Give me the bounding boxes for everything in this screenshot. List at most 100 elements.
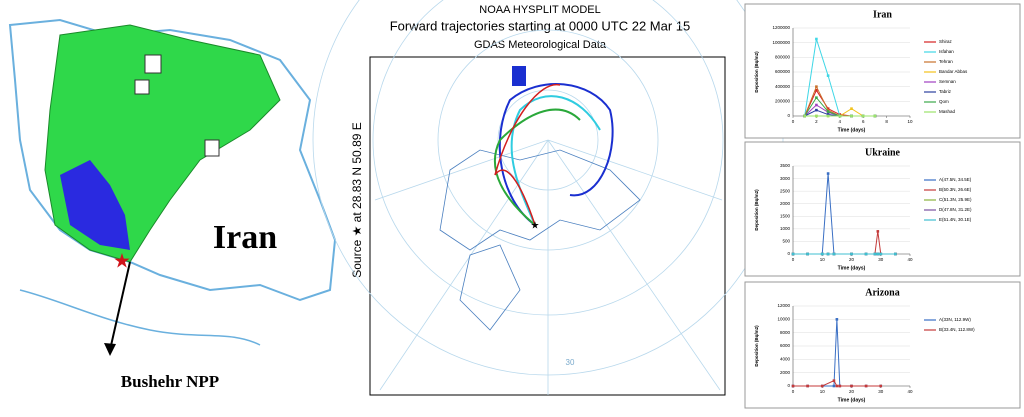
y-tick-label: 0 (787, 383, 790, 388)
data-point (815, 108, 818, 112)
data-point (873, 114, 877, 118)
data-point (879, 384, 883, 388)
source-label: Source ★ at 28.83 N 50.89 E (350, 122, 364, 278)
graticule (312, 0, 784, 395)
x-tick-label: 0 (792, 119, 795, 124)
high-deposition-area (60, 160, 130, 250)
source-star: ★ (531, 221, 540, 232)
data-point (791, 384, 795, 388)
x-tick-label: 8 (885, 119, 888, 124)
map-frame (369, 56, 726, 396)
legend-label: Qom (939, 99, 949, 104)
hysplit-data-source: GDAS Meteorological Data (474, 39, 607, 51)
y-tick-label: 2000 (780, 201, 791, 206)
data-point (826, 252, 830, 256)
y-tick-label: 8000 (780, 330, 791, 335)
hysplit-panel: NOAA HYSPLIT MODEL Forward trajectories … (312, 0, 784, 396)
coastline (19, 289, 261, 346)
legend-label: Semnan (939, 79, 956, 84)
line-chart: Arizona 0 2000 4000 6000 8000 10000 12000 0 10 20 3… (744, 281, 1021, 409)
data-point (826, 113, 830, 116)
y-tick-label: 800000 (775, 55, 791, 60)
gap (204, 139, 220, 157)
data-point (876, 230, 880, 233)
x-tick-label: 10 (907, 119, 913, 124)
x-tick-label: 4 (839, 119, 842, 124)
gap (144, 54, 162, 74)
x-tick-label: 40 (907, 257, 913, 262)
legend-label: B(50.3N, 26.6E) (939, 187, 972, 192)
site-label: Bushehr NPP (121, 372, 219, 391)
x-tick-label: 10 (820, 389, 826, 394)
line-chart: Ukraine 0 500 1000 1500 2000 2500 3000 3500 0 10 20… (744, 141, 1021, 277)
y-tick-label: 1000 (780, 226, 791, 231)
data-point (832, 379, 836, 382)
chart-frame (744, 281, 1021, 409)
data-point (803, 114, 806, 118)
y-tick-label: 1200000 (772, 25, 790, 30)
y-axis-label: Deposition (Bq/m2) (754, 325, 759, 367)
legend-label: A(33N, 112.9W) (939, 317, 971, 322)
y-tick-label: 200000 (775, 99, 791, 104)
data-point (861, 114, 865, 118)
x-axis-label: Time (days) (838, 397, 866, 403)
y-tick-label: 0 (787, 113, 790, 118)
y-tick-label: 3000 (780, 176, 791, 181)
data-point (815, 37, 818, 41)
arrow (109, 261, 131, 351)
legend-label: C(51.3N, 25.9E) (939, 197, 972, 202)
data-point (791, 252, 795, 256)
y-tick-label: 500 (782, 239, 790, 244)
legend-label: Mashad (939, 109, 956, 114)
data-point (820, 384, 824, 388)
trajectory (494, 108, 581, 226)
y-tick-label: 12000 (777, 303, 790, 308)
trajectory-markers (512, 66, 526, 86)
data-point (826, 110, 830, 113)
y-tick-label: 2000 (780, 370, 791, 375)
data-point (876, 252, 880, 256)
chart-title: Ukraine (865, 147, 901, 158)
data-point (850, 114, 853, 118)
data-point (832, 384, 836, 388)
legend-label: B(33.4N, 112.8W) (939, 327, 975, 332)
data-point (835, 318, 839, 321)
legend-label: Tehran (939, 59, 953, 64)
latitude-label: 30 (566, 358, 575, 367)
y-tick-label: 3500 (780, 163, 791, 168)
data-point (873, 252, 877, 256)
data-point (826, 107, 830, 110)
x-axis-label: Time (days) (838, 127, 866, 133)
x-tick-label: 0 (792, 389, 795, 394)
x-tick-label: 20 (849, 389, 855, 394)
data-point (815, 85, 818, 88)
y-tick-label: 4000 (780, 357, 791, 362)
y-axis-label: Deposition (Bq/m2) (754, 189, 759, 231)
site-star: ★ (113, 250, 131, 272)
deposition-charts: Iran020000040000060000080000010000001200… (744, 3, 1021, 409)
data-point (850, 384, 853, 388)
trajectory (494, 83, 561, 226)
y-tick-label: 400000 (775, 84, 791, 89)
data-point (815, 96, 818, 99)
x-tick-label: 40 (907, 389, 913, 394)
data-point (826, 172, 830, 175)
legend-label: Shiraz (939, 39, 953, 44)
line-chart: Iran 0 200000 400000 600000 800000 1000000 1200… (744, 3, 1021, 139)
legend-label: Tabriz (939, 89, 952, 94)
x-tick-label: 10 (820, 257, 826, 262)
data-point (879, 252, 883, 256)
x-tick-label: 30 (878, 389, 884, 394)
data-point (815, 114, 818, 118)
data-point (832, 252, 836, 256)
chart-frame (744, 141, 1021, 277)
legend-label: Bandar Abbas (939, 69, 968, 74)
y-tick-label: 600000 (775, 69, 791, 74)
data-point (826, 74, 830, 77)
arrow-head (104, 343, 116, 356)
data-point (894, 252, 897, 256)
y-tick-label: 1500 (780, 213, 791, 218)
gap (134, 79, 150, 95)
chart-frame (744, 3, 1021, 139)
